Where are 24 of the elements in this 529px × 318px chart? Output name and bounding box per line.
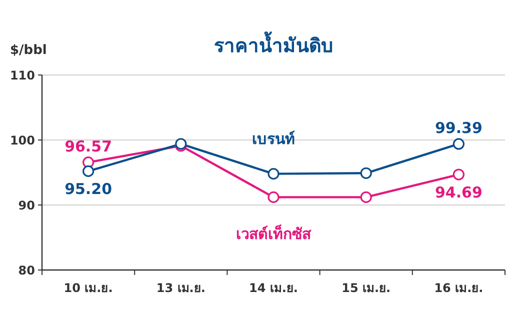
x-tick-label: 16 เม.ย. (434, 281, 484, 295)
x-tick-label: 10 เม.ย. (64, 281, 113, 295)
point (360, 167, 372, 179)
point (452, 168, 464, 180)
y-tick-label: 100 (10, 134, 35, 148)
x-tick-label: 13 เม.ย. (156, 281, 206, 295)
y-axis-title: $/bbl (10, 43, 47, 58)
point (268, 191, 280, 203)
x-tick-label: 14 เม.ย. (249, 281, 298, 295)
x-tick-label: 15 เม.ย. (342, 281, 391, 295)
point (268, 168, 280, 180)
point (82, 165, 94, 177)
data-label: 96.57 (64, 137, 112, 156)
point (452, 138, 464, 150)
data-label: 99.39 (434, 118, 482, 137)
data-label: 94.69 (434, 184, 482, 202)
chart-title: ราคาน้ำมันดิบ (214, 31, 333, 57)
series-label: เบรนท์ (252, 130, 295, 148)
y-tick-label: 80 (18, 264, 35, 278)
y-tick-label: 110 (10, 68, 35, 82)
y-tick-label: 90 (18, 198, 35, 212)
data-label: 95.20 (64, 180, 112, 198)
series-label: เวสต์เท็กซัส (236, 224, 312, 244)
point (360, 191, 372, 203)
